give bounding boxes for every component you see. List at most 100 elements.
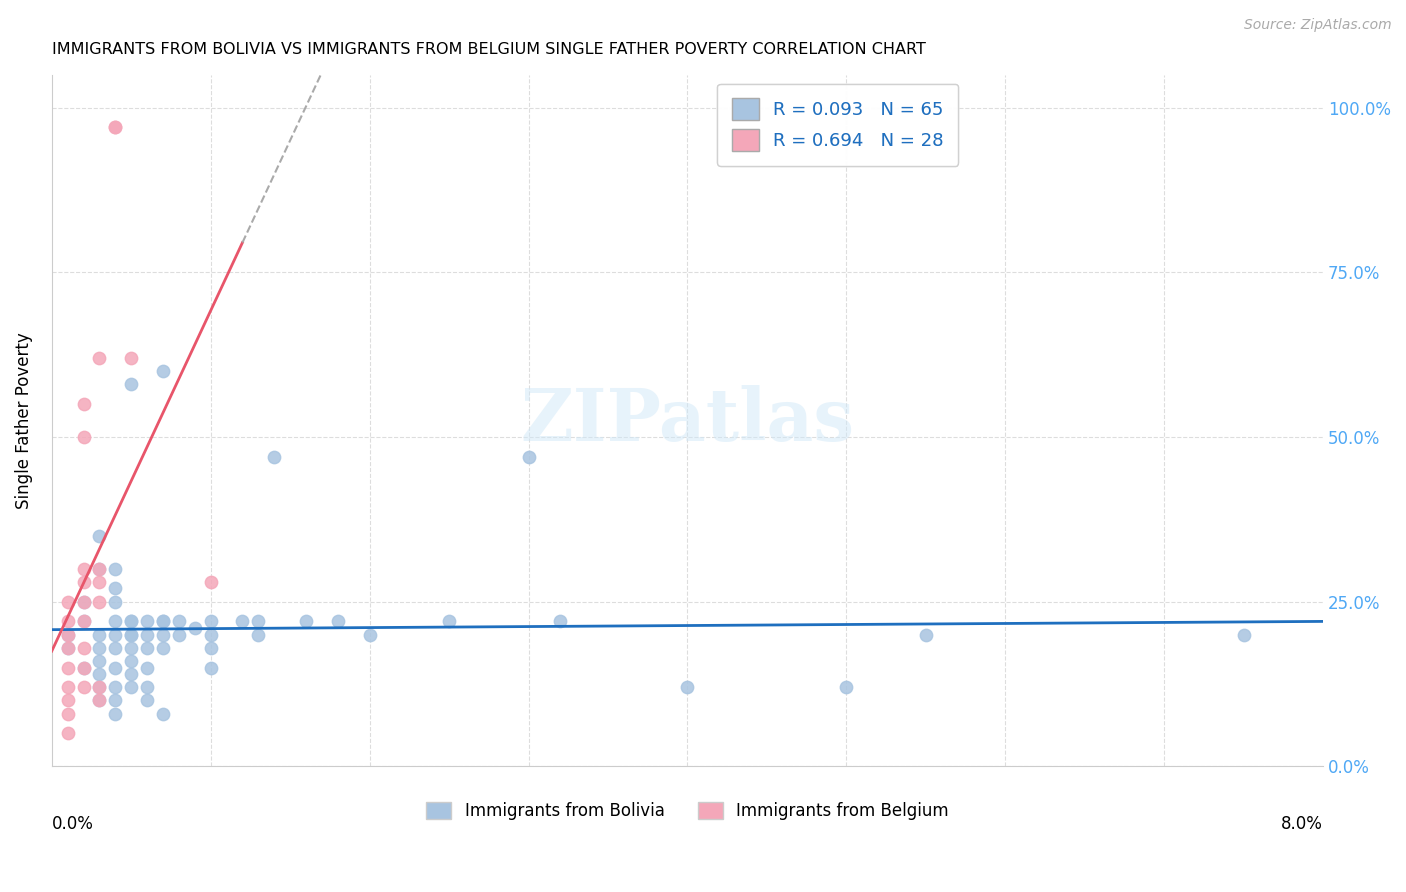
Point [89,351,111,365]
Point [104,680,127,694]
Text: 0.0%: 0.0% [52,814,94,833]
Point [120,377,142,392]
Point [152,615,174,629]
Point [152,627,174,641]
Text: ZIPatlas: ZIPatlas [520,385,855,456]
Point [89,574,111,589]
Point [89,693,111,707]
Point [72,594,94,608]
Point [89,680,111,694]
Point [56,640,79,655]
Point [200,574,222,589]
Point [200,660,222,674]
Point [72,397,94,411]
Point [72,574,94,589]
Point [104,120,127,135]
Point [295,615,318,629]
Point [517,450,540,464]
Point [72,594,94,608]
Point [72,680,94,694]
Point [89,667,111,681]
Point [104,706,127,721]
Point [104,693,127,707]
Point [200,640,222,655]
Legend: R = 0.093   N = 65, R = 0.694   N = 28: R = 0.093 N = 65, R = 0.694 N = 28 [717,84,957,166]
Point [89,680,111,694]
Point [152,364,174,378]
Point [89,654,111,668]
Point [835,680,858,694]
Point [120,654,142,668]
Point [104,627,127,641]
Point [326,615,349,629]
Point [1233,627,1256,641]
Point [263,450,285,464]
Point [104,660,127,674]
Point [89,693,111,707]
Point [120,351,142,365]
Point [167,627,190,641]
Point [136,627,159,641]
Point [72,430,94,444]
Point [89,529,111,543]
Point [120,615,142,629]
Point [104,562,127,576]
Point [359,627,381,641]
Point [89,627,111,641]
Point [200,627,222,641]
Point [136,680,159,694]
Point [136,693,159,707]
Y-axis label: Single Father Poverty: Single Father Poverty [15,332,32,508]
Point [550,615,572,629]
Point [104,582,127,596]
Point [89,640,111,655]
Point [72,562,94,576]
Text: 8.0%: 8.0% [1281,814,1323,833]
Point [437,615,460,629]
Point [152,615,174,629]
Point [152,706,174,721]
Point [89,562,111,576]
Point [56,693,79,707]
Point [72,660,94,674]
Point [56,680,79,694]
Point [72,640,94,655]
Point [676,680,699,694]
Point [184,621,207,635]
Point [120,640,142,655]
Text: Source: ZipAtlas.com: Source: ZipAtlas.com [1244,18,1392,32]
Point [120,680,142,694]
Point [104,594,127,608]
Point [72,615,94,629]
Point [89,594,111,608]
Point [56,594,79,608]
Point [56,627,79,641]
Point [56,627,79,641]
Point [120,627,142,641]
Point [56,726,79,740]
Point [914,627,936,641]
Point [120,627,142,641]
Point [104,615,127,629]
Point [247,615,270,629]
Point [120,615,142,629]
Point [56,640,79,655]
Point [200,615,222,629]
Point [120,667,142,681]
Point [247,627,270,641]
Point [167,615,190,629]
Point [56,706,79,721]
Point [104,640,127,655]
Point [56,615,79,629]
Point [72,660,94,674]
Point [56,660,79,674]
Point [136,660,159,674]
Point [136,640,159,655]
Point [152,640,174,655]
Point [104,120,127,135]
Text: IMMIGRANTS FROM BOLIVIA VS IMMIGRANTS FROM BELGIUM SINGLE FATHER POVERTY CORRELA: IMMIGRANTS FROM BOLIVIA VS IMMIGRANTS FR… [52,42,925,57]
Point [231,615,253,629]
Point [72,615,94,629]
Point [136,615,159,629]
Point [89,562,111,576]
